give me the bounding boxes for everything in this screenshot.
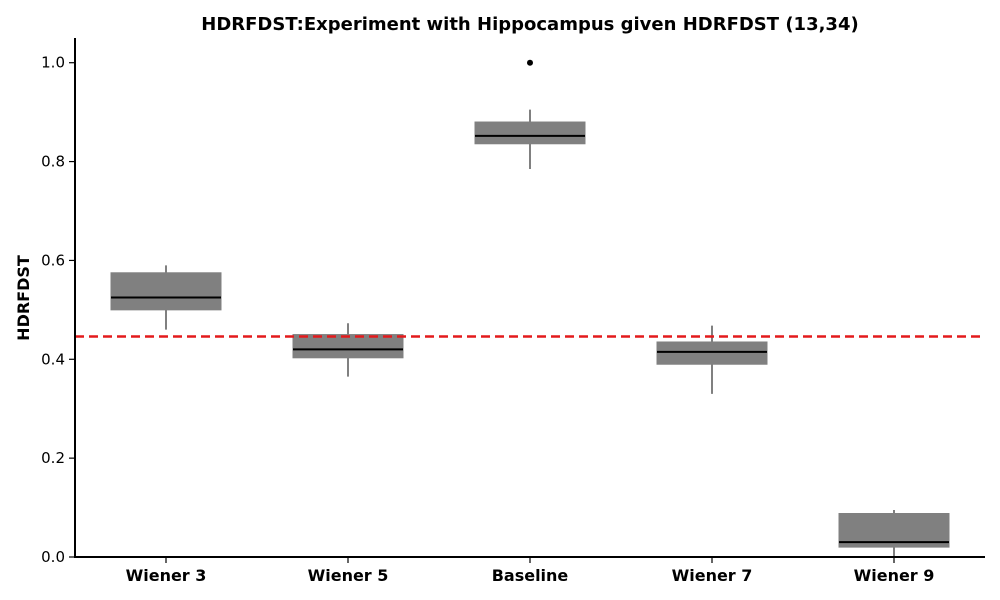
x-tick-label: Wiener 5 <box>308 566 389 585</box>
chart-title: HDRFDST:Experiment with Hippocampus give… <box>201 14 858 35</box>
y-tick-label: 0.6 <box>41 251 65 269</box>
box-iqr <box>474 121 586 145</box>
x-tick-label: Wiener 3 <box>126 566 207 585</box>
y-tick-label: 0.2 <box>41 449 65 467</box>
plot-area: 0.0 0.2 0.4 0.6 0.8 1.0 Wiener 3 Wiener 5 Baseli… <box>41 54 985 585</box>
y-tick-label: 0.4 <box>41 350 65 368</box>
y-tick-label: 0.8 <box>41 153 65 171</box>
x-tick-label: Wiener 7 <box>672 566 753 585</box>
outlier-point <box>527 59 533 66</box>
box-iqr <box>292 334 404 359</box>
y-tick-label: 0.0 <box>41 548 65 566</box>
y-axis-label: HDRFDST <box>14 255 33 341</box>
x-tick-label: Baseline <box>492 566 569 585</box>
y-tick-label: 1.0 <box>41 54 65 72</box>
box-iqr <box>656 341 768 365</box>
x-tick-label: Wiener 9 <box>854 566 935 585</box>
box-iqr <box>110 272 222 311</box>
